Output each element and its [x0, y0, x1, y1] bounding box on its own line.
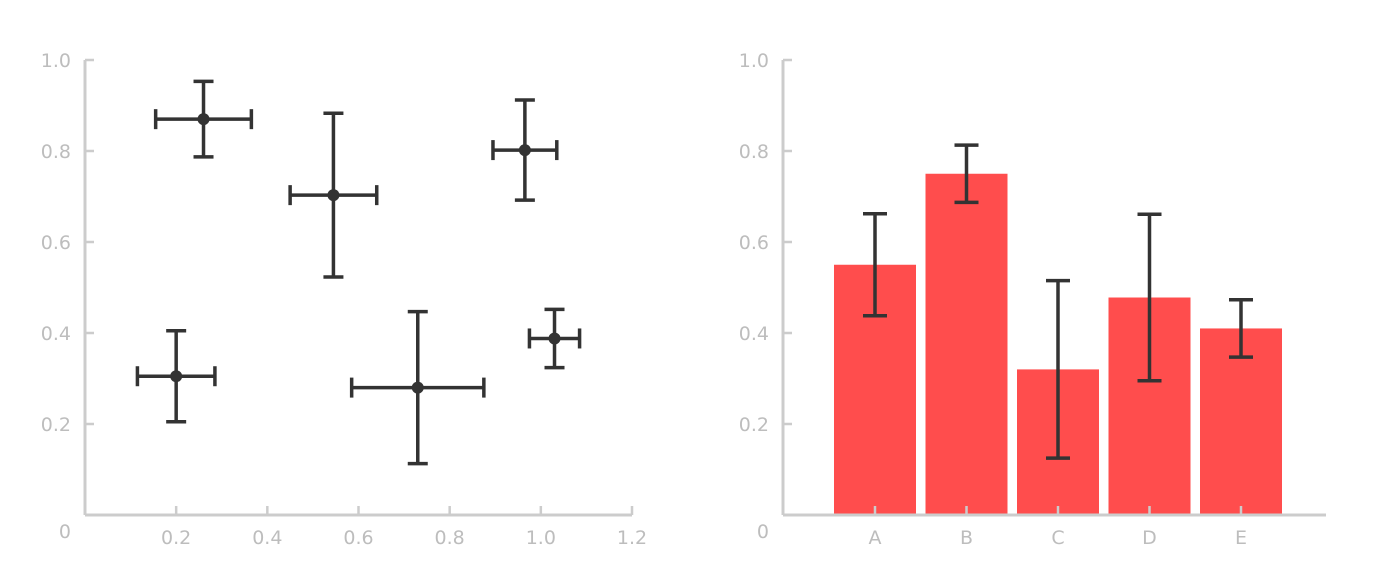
y-tick-label: 0.8 — [739, 141, 769, 163]
point-marker — [327, 189, 340, 202]
y-tick-label: 0.2 — [41, 414, 71, 436]
x-tick-label: 0.2 — [161, 527, 191, 549]
x-tick-label: 0.6 — [343, 527, 373, 549]
x-tick-label: D — [1142, 527, 1157, 549]
data-point — [135, 328, 217, 424]
data-point — [527, 307, 582, 370]
y-tick-label: 1.0 — [41, 50, 71, 72]
data-point — [491, 98, 559, 202]
x-tick-label: 0.4 — [252, 527, 282, 549]
y-tick-label: 0.8 — [41, 141, 71, 163]
origin-label: 0 — [59, 521, 71, 543]
x-tick-label: 0.8 — [435, 527, 465, 549]
point-marker — [411, 381, 424, 394]
x-tick-label: 1.2 — [617, 527, 647, 549]
point-marker — [170, 370, 183, 383]
bar-error-bar — [1046, 278, 1070, 460]
bar — [1200, 328, 1282, 515]
data-point — [349, 309, 486, 466]
bar-error-bar — [1229, 298, 1253, 359]
point-marker — [518, 144, 531, 157]
bar-error-bar — [863, 212, 887, 318]
data-point — [288, 111, 379, 279]
bar-error-bar — [1137, 212, 1162, 383]
x-tick-label: 1.0 — [526, 527, 556, 549]
x-tick-label: B — [960, 527, 973, 549]
y-tick-label: 0.2 — [739, 414, 769, 436]
y-tick-label: 0.6 — [41, 232, 71, 254]
x-tick-label: A — [869, 527, 882, 549]
x-tick-label: E — [1235, 527, 1247, 549]
y-tick-label: 0.6 — [739, 232, 769, 254]
data-point — [153, 79, 254, 159]
bar-errorbar-panel: 0.2 0.4 0.6 0.8 1.0 0 A B C D E — [739, 50, 1326, 549]
point-marker — [548, 332, 561, 345]
origin-label: 0 — [757, 521, 769, 543]
y-tick-label: 1.0 — [739, 50, 769, 72]
scatter-errorbar-panel: 0.2 0.4 0.6 0.8 1.0 0.2 0.4 0.6 0.8 1.0 1.2 0 — [41, 50, 647, 549]
point-marker — [197, 113, 210, 126]
y-tick-label: 0.4 — [41, 323, 71, 345]
x-tick-label: C — [1051, 527, 1064, 549]
bar-error-bar — [954, 143, 979, 205]
y-tick-label: 0.4 — [739, 323, 769, 345]
bar — [925, 173, 1008, 515]
